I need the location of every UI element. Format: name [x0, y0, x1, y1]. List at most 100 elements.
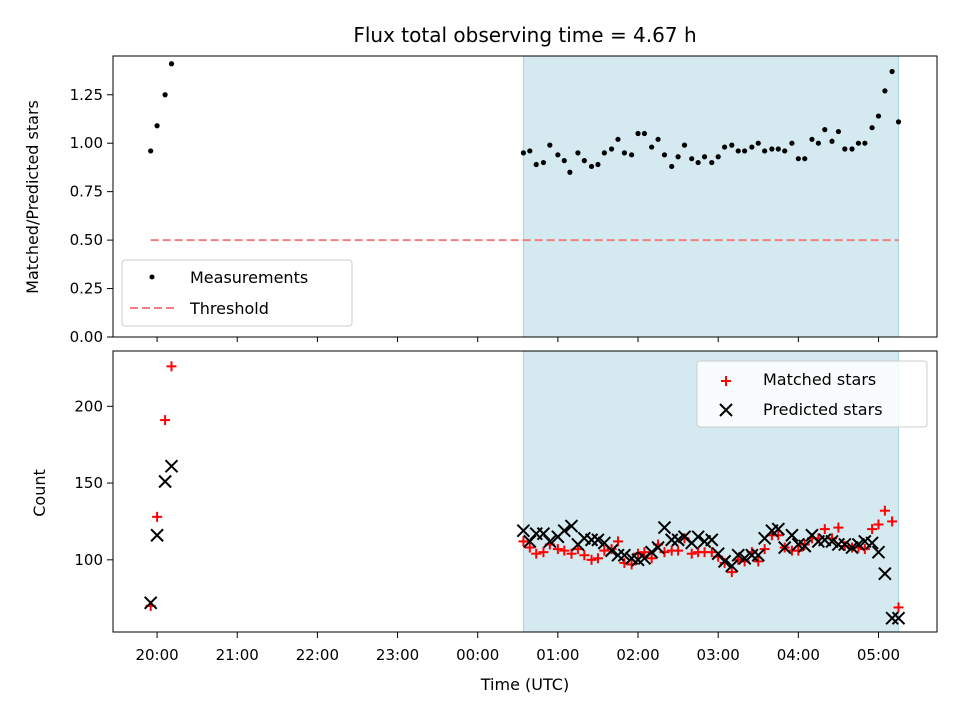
- measurement-point: [862, 140, 868, 146]
- matched-point: [753, 556, 764, 567]
- predicted-point: [604, 543, 619, 558]
- predicted-point: [831, 537, 846, 552]
- predicted-point: [785, 528, 799, 542]
- measurement-point: [842, 146, 848, 152]
- x-axis-label: Time (UTC): [480, 675, 569, 694]
- top-y-tick-label: 0.25: [70, 280, 103, 298]
- measurement-point: [649, 144, 655, 150]
- predicted-point: [865, 536, 879, 550]
- measurement-point: [588, 163, 595, 170]
- measurement-point: [162, 92, 168, 98]
- predicted-point: [651, 540, 665, 555]
- x-tick-label: 21:00: [216, 646, 259, 664]
- matched-point: [166, 361, 177, 372]
- predicted-points-layer: [143, 459, 906, 625]
- bottom-y-ticks: 100 150 200: [74, 397, 113, 569]
- measurement-point: [829, 138, 835, 144]
- measurement-point: [695, 159, 701, 166]
- bottom-panel: 100 150 200 20:00 21:00 22:00 23:00 00:00 01:00…: [30, 350, 938, 694]
- x-tick-label: 20:00: [135, 646, 178, 664]
- measurement-point: [635, 130, 641, 137]
- bottom-x-ticks: 20:00 21:00 22:00 23:00 00:00 01:00 02:00 03:00…: [135, 632, 900, 664]
- predicted-point: [564, 519, 579, 533]
- x-tick-label: 00:00: [456, 646, 499, 664]
- measurement-point: [775, 146, 781, 152]
- measurement-point: [661, 152, 668, 158]
- measurement-point: [621, 150, 627, 156]
- top-y-tick-label: 1.00: [70, 134, 103, 152]
- matched-point: [859, 544, 870, 555]
- top-legend: Measurements Threshold: [121, 259, 353, 327]
- predicted-point: [150, 528, 164, 542]
- x-tick-label: 22:00: [296, 646, 339, 664]
- measurement-point: [561, 158, 567, 164]
- matched-point: [633, 548, 644, 559]
- measurement-point: [715, 154, 721, 160]
- predicted-point: [691, 530, 705, 544]
- predicted-point: [591, 533, 605, 547]
- predicted-point: [717, 554, 732, 569]
- measurement-point: [822, 127, 828, 133]
- matched-point: [518, 536, 529, 547]
- measurement-point: [815, 140, 821, 146]
- predicted-point: [751, 548, 765, 562]
- measurement-point: [168, 61, 175, 67]
- matched-point: [559, 545, 570, 556]
- predicted-point: [838, 537, 852, 552]
- measurement-point: [595, 161, 601, 168]
- predicted-point: [158, 474, 172, 489]
- bottom-legend: Matched stars Predicted stars: [696, 360, 928, 428]
- measurement-point: [581, 158, 587, 164]
- measurement-point: [882, 88, 888, 94]
- measurement-point: [681, 142, 688, 148]
- matched-point: [160, 415, 171, 426]
- measurement-point: [547, 142, 553, 148]
- measurement-point: [895, 119, 902, 125]
- predicted-point: [657, 520, 672, 535]
- matched-point: [893, 602, 904, 613]
- bottom-y-tick-label: 200: [74, 397, 103, 415]
- measurement-point: [749, 144, 755, 150]
- predicted-point: [745, 548, 759, 562]
- predicted-point: [845, 540, 859, 555]
- matched-point: [726, 567, 737, 578]
- measurement-point: [669, 163, 675, 170]
- measurement-point: [849, 146, 855, 152]
- measurement-point: [735, 148, 741, 154]
- predicted-point: [871, 545, 886, 559]
- predicted-point: [731, 548, 745, 562]
- matched-point: [686, 548, 697, 559]
- measurement-point: [601, 150, 607, 156]
- matched-point: [793, 545, 804, 556]
- measurement-point: [520, 150, 526, 156]
- legend-matched-marker: [721, 376, 731, 386]
- predicted-point: [725, 559, 739, 573]
- x-tick-label: 02:00: [616, 646, 659, 664]
- measurement-point: [809, 136, 815, 142]
- measurement-point: [148, 148, 154, 154]
- measurement-point: [789, 140, 795, 146]
- matched-point: [612, 536, 623, 547]
- matched-point: [626, 559, 637, 570]
- matched-point: [873, 519, 884, 530]
- measurement-point: [755, 140, 761, 146]
- matched-point: [646, 553, 657, 564]
- matched-point: [552, 544, 563, 555]
- x-tick-label: 23:00: [376, 646, 419, 664]
- measurement-point: [540, 159, 547, 166]
- predicted-point: [164, 459, 179, 473]
- x-tick-label: 05:00: [857, 646, 900, 664]
- matched-point: [599, 545, 610, 556]
- matched-point: [819, 524, 830, 535]
- measurement-point: [835, 128, 842, 135]
- matched-point: [706, 547, 717, 558]
- measurement-point: [641, 130, 648, 137]
- measurement-point: [629, 152, 635, 158]
- top-axes-frame: [112, 55, 938, 338]
- top-y-axis-label: Matched/Predicted stars: [23, 100, 42, 294]
- matched-point: [531, 548, 542, 559]
- measurement-point: [154, 123, 160, 129]
- measurement-point: [795, 156, 801, 162]
- measurement-point: [675, 154, 681, 160]
- predicted-point: [825, 534, 839, 549]
